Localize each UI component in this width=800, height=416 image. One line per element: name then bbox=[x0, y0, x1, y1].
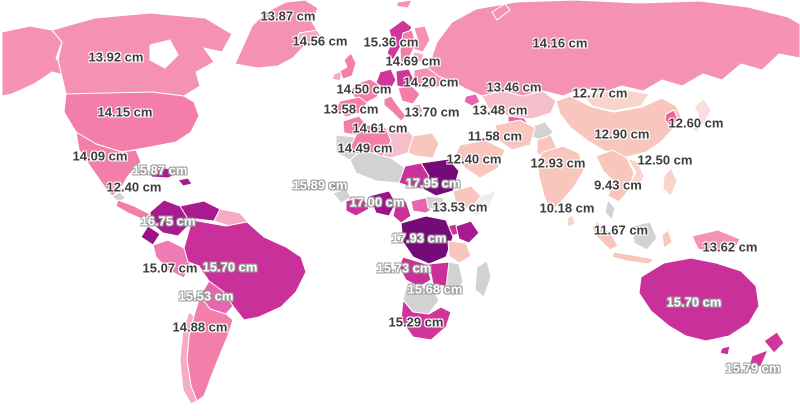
country-japan[interactable] bbox=[689, 98, 712, 134]
country-cuba[interactable] bbox=[147, 167, 181, 179]
country-ghana-ivory-coast[interactable] bbox=[345, 196, 370, 217]
country-dr-congo[interactable] bbox=[400, 215, 454, 265]
country-nigeria[interactable] bbox=[368, 190, 397, 217]
country-south-sudan[interactable] bbox=[425, 195, 445, 211]
country-baltics[interactable] bbox=[411, 51, 425, 63]
country-tasmania[interactable] bbox=[719, 345, 731, 356]
country-malaysia[interactable] bbox=[604, 199, 616, 221]
country-egypt[interactable] bbox=[407, 132, 440, 159]
country-norway[interactable] bbox=[386, 19, 413, 61]
country-sudan[interactable] bbox=[420, 158, 460, 197]
country-china[interactable] bbox=[555, 95, 682, 158]
country-russia[interactable] bbox=[427, 0, 800, 97]
country-spain[interactable] bbox=[335, 96, 368, 118]
country-australia[interactable] bbox=[638, 257, 760, 342]
country-guinea[interactable] bbox=[332, 188, 352, 204]
country-papua-new-guinea[interactable] bbox=[691, 229, 741, 254]
country-hispaniola[interactable] bbox=[177, 177, 193, 187]
country-greenland[interactable] bbox=[234, 0, 319, 69]
country-ecuador[interactable] bbox=[140, 225, 161, 246]
country-central-america[interactable] bbox=[115, 199, 151, 221]
country-finland[interactable] bbox=[412, 25, 431, 53]
country-sweden[interactable] bbox=[399, 29, 417, 64]
country-ireland[interactable] bbox=[331, 70, 343, 82]
country-south-africa[interactable] bbox=[400, 299, 452, 341]
country-new-zealand-north[interactable] bbox=[763, 331, 785, 354]
country-kenya[interactable] bbox=[455, 220, 480, 244]
country-iceland[interactable] bbox=[296, 29, 323, 46]
country-senegal[interactable] bbox=[330, 180, 346, 192]
country-iran[interactable] bbox=[494, 119, 536, 151]
country-chile[interactable] bbox=[179, 311, 198, 405]
country-philippines[interactable] bbox=[662, 167, 678, 197]
country-poland[interactable] bbox=[395, 68, 415, 89]
country-mongolia[interactable] bbox=[582, 88, 650, 112]
country-brazil[interactable] bbox=[183, 219, 307, 321]
country-borneo[interactable] bbox=[631, 221, 658, 251]
country-somalia[interactable] bbox=[470, 189, 498, 218]
country-india[interactable] bbox=[536, 145, 585, 213]
country-tanzania[interactable] bbox=[447, 240, 472, 264]
country-united-kingdom[interactable] bbox=[339, 52, 357, 80]
country-indochina[interactable] bbox=[595, 149, 635, 203]
country-caucasus[interactable] bbox=[463, 93, 481, 107]
country-java[interactable] bbox=[611, 251, 655, 265]
country-libya[interactable] bbox=[382, 125, 414, 159]
country-canada[interactable] bbox=[51, 12, 233, 97]
country-madagascar[interactable] bbox=[474, 260, 492, 298]
country-balkans[interactable] bbox=[397, 85, 421, 105]
country-korea[interactable] bbox=[664, 109, 679, 128]
country-new-zealand-south[interactable] bbox=[747, 349, 769, 371]
hudson-bay bbox=[149, 39, 179, 69]
country-saudi-arabia[interactable] bbox=[454, 139, 506, 179]
country-sumatra[interactable] bbox=[591, 221, 619, 251]
country-mexico[interactable] bbox=[75, 131, 142, 197]
country-italy[interactable] bbox=[383, 95, 407, 122]
country-greece[interactable] bbox=[411, 103, 424, 117]
country-vietnam[interactable] bbox=[626, 157, 645, 191]
country-kazakhstan[interactable] bbox=[481, 90, 557, 120]
country-peru[interactable] bbox=[152, 239, 191, 279]
country-sri-lanka[interactable] bbox=[566, 214, 576, 228]
country-guatemala[interactable] bbox=[111, 191, 127, 203]
country-mozambique[interactable] bbox=[445, 261, 464, 298]
svalbard[interactable] bbox=[395, 0, 413, 9]
novaya-zemlya[interactable] bbox=[491, 3, 511, 21]
country-sulawesi[interactable] bbox=[661, 229, 673, 249]
country-cameroon[interactable] bbox=[392, 200, 412, 224]
